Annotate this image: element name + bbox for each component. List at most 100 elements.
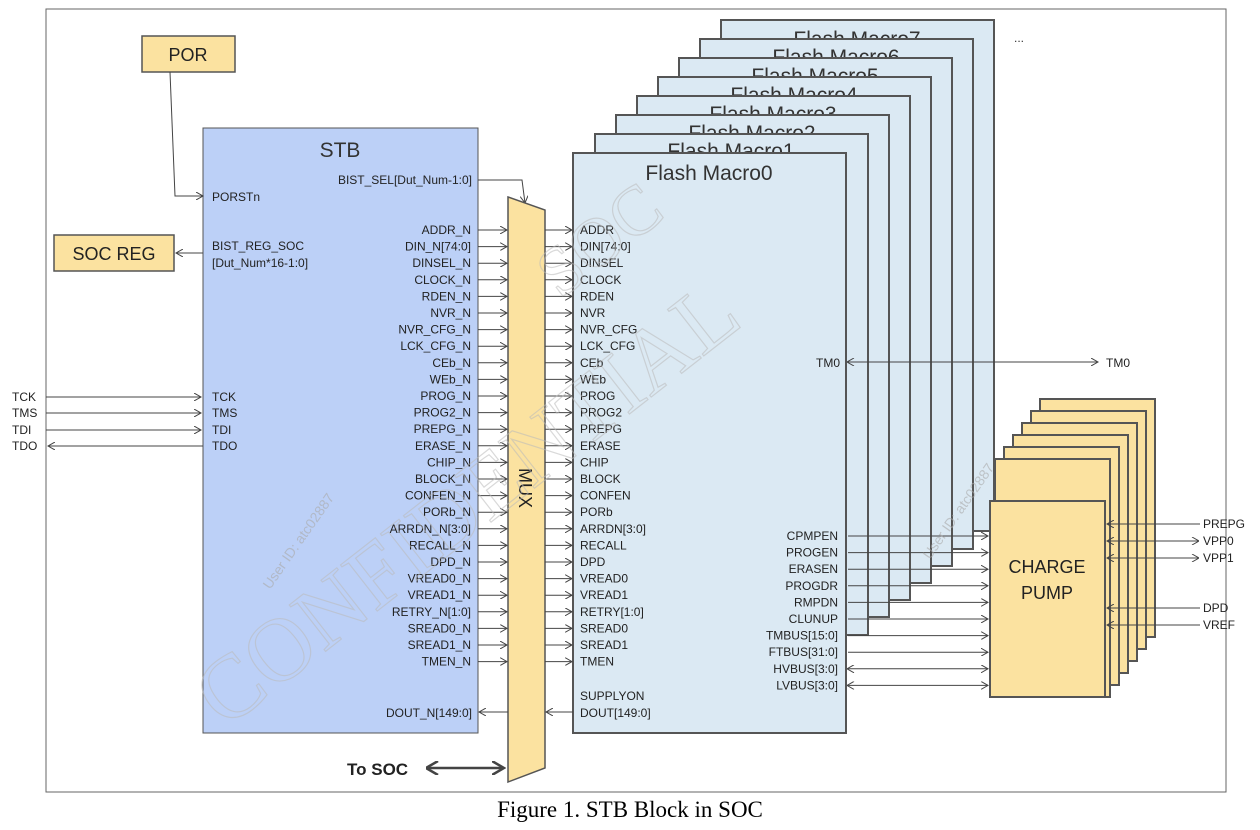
stb-out-port: ADDR_N (422, 223, 471, 237)
dout-stb-port: DOUT_N[149:0] (386, 706, 472, 720)
to-soc-label: To SOC (347, 760, 408, 779)
charge-pump-block (989, 500, 1106, 698)
stb-out-port: CONFEN_N (405, 489, 471, 503)
flash-in-port: CLOCK (580, 273, 621, 287)
flash-pump-port: CLUNUP (789, 612, 838, 626)
flash-pump-port: PROGEN (786, 546, 838, 560)
flash-in-port: CHIP (580, 455, 609, 469)
flash-in-port: SREAD0 (580, 621, 628, 635)
por-block (141, 35, 236, 73)
flash-pump-port: PROGDR (785, 579, 838, 593)
stb-jtag-port-tdo: TDO (212, 439, 237, 453)
stb-jtag-port-tck: TCK (212, 390, 236, 404)
flash-macro0-block (572, 152, 847, 734)
charge-pump-label-2: PUMP (1021, 583, 1073, 603)
stb-out-port: CLOCK_N (414, 273, 471, 287)
stb-out-port: PROG2_N (414, 406, 471, 420)
stb-block (202, 127, 479, 734)
stb-out-port: SREAD1_N (408, 638, 471, 652)
flash-pump-signals: CPMPEN PROGEN ERASEN PROGDR RMPDN CLUNUP TMBUS… (766, 529, 988, 692)
flash-in-port: PROG (580, 389, 615, 403)
jtag-external-tdi: TDI (12, 423, 31, 437)
soc-reg-block (53, 234, 175, 272)
flash-in-port: ARRDN[3:0] (580, 522, 646, 536)
por-wire (169, 71, 203, 196)
flash-pump-port: TMBUS[15:0] (766, 629, 838, 643)
charge-pump-pin-dpd: DPD (1203, 601, 1229, 615)
stb-jtag-port-tdi: TDI (212, 423, 231, 437)
flash-pump-port: FTBUS[31:0] (769, 645, 838, 659)
stb-out-port: NVR_N (430, 306, 471, 320)
flash-pump-port: HVBUS[3:0] (773, 662, 838, 676)
stb-out-port: LCK_CFG_N (400, 339, 471, 353)
flash-in-port: RECALL (580, 538, 627, 552)
stb-out-port: DINSEL_N (412, 256, 471, 270)
stb-out-port: SREAD0_N (408, 621, 471, 635)
stb-out-port: DPD_N (430, 555, 471, 569)
stb-out-port: CEb_N (432, 356, 471, 370)
por-label: POR (168, 45, 207, 65)
stb-out-port: VREAD1_N (408, 588, 471, 602)
flash-in-port: PREPG (580, 422, 622, 436)
flash-in-port: RETRY[1:0] (580, 605, 644, 619)
stb-out-port: NVR_CFG_N (398, 323, 471, 337)
mux-block (507, 195, 546, 784)
stb-out-port: DIN_N[74:0] (405, 240, 471, 254)
charge-pump-external-pins: PREPG VPP0 VPP1 DPD VREF (1107, 517, 1245, 632)
flash-in-port: DPD (580, 555, 606, 569)
stb-out-port: RECALL_N (409, 538, 471, 552)
bist-sel-wire (478, 179, 525, 203)
supplyon-port: SUPPLYON (580, 689, 644, 703)
stb-title: STB (320, 139, 361, 162)
flash-pump-port: LVBUS[3:0] (776, 678, 838, 692)
flash-pump-port: CPMPEN (787, 529, 838, 543)
stb-out-port: TMEN_N (422, 655, 471, 669)
flash-in-port: CEb (580, 356, 604, 370)
flash-in-port: TMEN (580, 655, 614, 669)
ellipsis-label: ... (1014, 31, 1024, 45)
stb-out-port: PORb_N (423, 505, 471, 519)
stb-out-port: WEb_N (430, 372, 471, 386)
stb-out-port: BLOCK_N (415, 472, 471, 486)
bist-reg-soc-port: BIST_REG_SOC (212, 239, 304, 253)
charge-pump-pin-vpp1: VPP1 (1203, 551, 1234, 565)
flash-in-port: NVR (580, 306, 606, 320)
stb-out-port: PROG_N (420, 389, 471, 403)
jtag-interface: TCK TCK TMS TMS TDI TDI TDO TDO (12, 390, 237, 453)
flash-in-port: CONFEN (580, 489, 631, 503)
signal-rows: ADDR_N ADDR DIN_N[74:0] DIN[74:0] DINSEL_N DI… (390, 223, 646, 669)
flash-in-port: BLOCK (580, 472, 621, 486)
flash-in-port: VREAD1 (580, 588, 628, 602)
jtag-external-tdo: TDO (12, 439, 37, 453)
porstn-port: PORSTn (212, 190, 260, 204)
flash-in-port: WEb (580, 372, 606, 386)
jtag-external-tms: TMS (12, 406, 37, 420)
flash-in-port: RDEN (580, 289, 614, 303)
stb-out-port: RETRY_N[1:0] (392, 605, 471, 619)
flash-in-port: SREAD1 (580, 638, 628, 652)
flash-pump-port: ERASEN (789, 562, 838, 576)
flash-in-port: PROG2 (580, 406, 622, 420)
stb-jtag-port-tms: TMS (212, 406, 237, 420)
charge-pump-pin-vref: VREF (1203, 618, 1235, 632)
stb-out-port: CHIP_N (427, 455, 471, 469)
flash-in-port: VREAD0 (580, 572, 628, 586)
charge-pump-pin-prepg: PREPG (1203, 517, 1245, 531)
tm0-external: TM0 (1106, 356, 1130, 370)
stb-out-port: PREPG_N (414, 422, 471, 436)
soc-reg-label: SOC REG (72, 244, 155, 264)
dout-flash-port: DOUT[149:0] (580, 706, 651, 720)
tm0-port: TM0 (816, 356, 840, 370)
figure-caption: Figure 1. STB Block in SOC (497, 797, 763, 822)
flash-macro0-title: Flash Macro0 (645, 162, 772, 185)
stb-out-port: VREAD0_N (408, 572, 471, 586)
flash-in-port: DINSEL (580, 256, 624, 270)
stb-out-port: ARRDN_N[3:0] (390, 522, 471, 536)
flash-in-port: ADDR (580, 223, 614, 237)
bist-reg-soc-width: [Dut_Num*16-1:0] (212, 256, 308, 270)
flash-in-port: ERASE (580, 439, 621, 453)
flash-pump-port: RMPDN (794, 595, 838, 609)
mux-label: MUX (515, 468, 535, 508)
stb-out-port: ERASE_N (415, 439, 471, 453)
